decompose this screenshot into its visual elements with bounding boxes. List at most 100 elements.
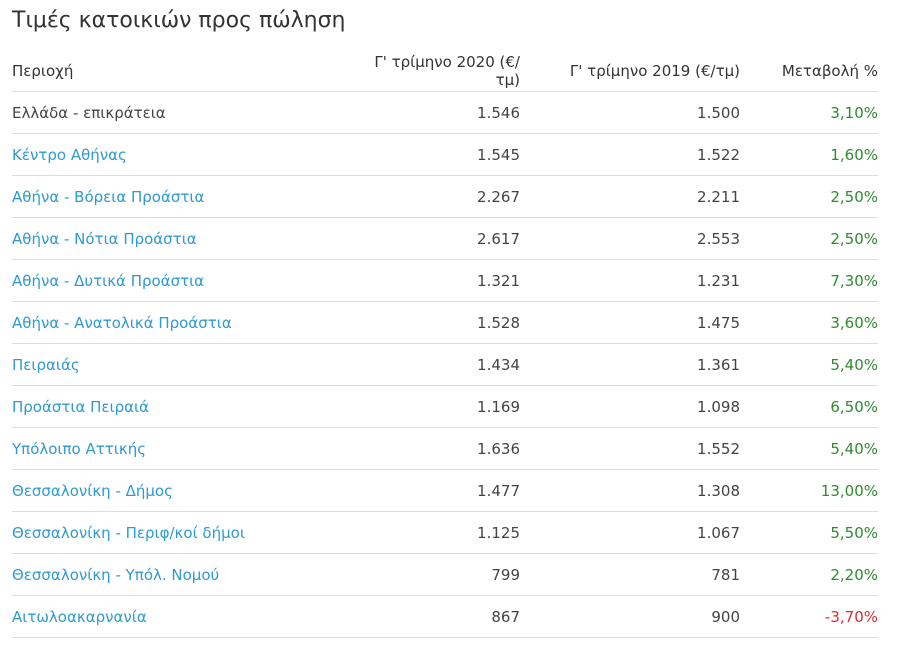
cell-text: 6,50% — [830, 397, 878, 416]
region-link[interactable]: Αθήνα - Ανατολικά Προάστια — [12, 313, 232, 332]
cell-text: 1.522 — [697, 145, 740, 164]
cell-text: 1.477 — [477, 481, 520, 500]
cell-text: 7,30% — [830, 271, 878, 290]
cell-text: 2.211 — [697, 187, 740, 206]
price-cell: 1.545 — [362, 133, 520, 176]
price-cell: 1.636 — [362, 427, 520, 470]
table-row: Υπόλοιπο Αττικής 1.636 1.552 5,40% — [12, 427, 878, 470]
price-cell: 799 — [362, 553, 520, 596]
column-header: Μεταβολή % — [740, 50, 878, 92]
price-cell: 1.434 — [362, 343, 520, 386]
cell-text: 799 — [491, 565, 520, 584]
change-cell: 2,50% — [740, 217, 878, 260]
region-link[interactable]: Θεσσαλονίκη - Περιφ/κοί δήμοι — [12, 523, 245, 542]
price-cell: 781 — [520, 553, 740, 596]
page-title: Τιμές κατοικιών προς πώληση — [12, 8, 346, 33]
price-cell: 1.477 — [362, 469, 520, 512]
price-cell: 1.125 — [362, 511, 520, 554]
price-cell: 2.553 — [520, 217, 740, 260]
price-cell: 1.321 — [362, 259, 520, 302]
region-link[interactable]: Αθήνα - Δυτικά Προάστια — [12, 271, 205, 290]
price-cell: 1.067 — [520, 511, 740, 554]
table-row: Θεσσαλονίκη - Δήμος 1.477 1.308 13,00% — [12, 469, 878, 512]
cell-text: 2,20% — [830, 565, 878, 584]
cell-text: 2,50% — [830, 229, 878, 248]
column-header: Περιοχή — [12, 50, 362, 92]
table-row: Ελλάδα - επικράτεια 1.546 1.500 3,10% — [12, 91, 878, 134]
region-link[interactable]: Αθήνα - Νότια Προάστια — [12, 229, 197, 248]
table-row: Κέντρο Αθήνας 1.545 1.522 1,60% — [12, 133, 878, 176]
region-link[interactable]: Προάστια Πειραιά — [12, 397, 149, 416]
price-table: Περιοχή Γ' τρίμηνο 2020 (€/τμ) Γ' τρίμηνο … — [12, 50, 878, 638]
cell-text: 867 — [491, 607, 520, 626]
price-cell: 1.308 — [520, 469, 740, 512]
region-link[interactable]: Υπόλοιπο Αττικής — [12, 439, 147, 458]
change-cell: 1,60% — [740, 133, 878, 176]
cell-text: 1.552 — [697, 439, 740, 458]
change-cell: 5,40% — [740, 343, 878, 386]
cell-text: 1.098 — [697, 397, 740, 416]
change-cell: 13,00% — [740, 469, 878, 512]
cell-text: 1.321 — [477, 271, 520, 290]
change-cell: -3,70% — [740, 595, 878, 638]
region-name: Θεσσαλονίκη - Υπόλ. Νομού — [12, 553, 362, 596]
cell-text: 1.361 — [697, 355, 740, 374]
table-body: Ελλάδα - επικράτεια 1.546 1.500 3,10% Κέντρο… — [12, 91, 878, 638]
price-cell: 1.169 — [362, 385, 520, 428]
change-cell: 3,60% — [740, 301, 878, 344]
region-name: Θεσσαλονίκη - Δήμος — [12, 469, 362, 512]
cell-text: 1.434 — [477, 355, 520, 374]
region-name: Ελλάδα - επικράτεια — [12, 91, 362, 134]
cell-text: 2.553 — [697, 229, 740, 248]
cell-text: 1.308 — [697, 481, 740, 500]
region-link[interactable]: Αθήνα - Βόρεια Προάστια — [12, 187, 205, 206]
region-name: Αθήνα - Δυτικά Προάστια — [12, 259, 362, 302]
cell-text: 781 — [711, 565, 740, 584]
table-row: Αιτωλοακαρνανία 867 900 -3,70% — [12, 595, 878, 638]
cell-text: 5,40% — [830, 439, 878, 458]
change-cell: 5,50% — [740, 511, 878, 554]
price-cell: 1.552 — [520, 427, 740, 470]
cell-text: 1,60% — [830, 145, 878, 164]
change-cell: 3,10% — [740, 91, 878, 134]
price-cell: 1.500 — [520, 91, 740, 134]
price-cell: 900 — [520, 595, 740, 638]
region-name: Αθήνα - Νότια Προάστια — [12, 217, 362, 260]
cell-text: 1.125 — [477, 523, 520, 542]
region-name: Κέντρο Αθήνας — [12, 133, 362, 176]
region-link[interactable]: Κέντρο Αθήνας — [12, 145, 127, 164]
cell-text: 1.546 — [477, 103, 520, 122]
region-link[interactable]: Πειραιάς — [12, 355, 80, 374]
table-row: Προάστια Πειραιά 1.169 1.098 6,50% — [12, 385, 878, 428]
region-name: Θεσσαλονίκη - Περιφ/κοί δήμοι — [12, 511, 362, 554]
cell-text: 1.475 — [697, 313, 740, 332]
cell-text: 1.636 — [477, 439, 520, 458]
header-row: Περιοχή Γ' τρίμηνο 2020 (€/τμ) Γ' τρίμηνο … — [12, 50, 878, 92]
table-row: Αθήνα - Νότια Προάστια 2.617 2.553 2,50% — [12, 217, 878, 260]
cell-text: 3,60% — [830, 313, 878, 332]
cell-text: 13,00% — [820, 481, 878, 500]
change-cell: 6,50% — [740, 385, 878, 428]
cell-text: 1.169 — [477, 397, 520, 416]
change-cell: 5,40% — [740, 427, 878, 470]
region-link[interactable]: Αιτωλοακαρνανία — [12, 607, 147, 626]
region-name: Αθήνα - Ανατολικά Προάστια — [12, 301, 362, 344]
price-cell: 1.098 — [520, 385, 740, 428]
region-link[interactable]: Θεσσαλονίκη - Δήμος — [12, 481, 173, 500]
region-name: Υπόλοιπο Αττικής — [12, 427, 362, 470]
cell-text: 2.617 — [477, 229, 520, 248]
price-cell: 1.361 — [520, 343, 740, 386]
table-row: Αθήνα - Βόρεια Προάστια 2.267 2.211 2,50% — [12, 175, 878, 218]
region-name: Προάστια Πειραιά — [12, 385, 362, 428]
region-link[interactable]: Θεσσαλονίκη - Υπόλ. Νομού — [12, 565, 220, 584]
cell-text: 1.500 — [697, 103, 740, 122]
cell-text: 2,50% — [830, 187, 878, 206]
column-header: Γ' τρίμηνο 2020 (€/τμ) — [362, 50, 520, 92]
region-text: Ελλάδα - επικράτεια — [12, 103, 166, 122]
price-cell: 1.522 — [520, 133, 740, 176]
price-cell: 1.528 — [362, 301, 520, 344]
table-row: Αθήνα - Ανατολικά Προάστια 1.528 1.475 3,60… — [12, 301, 878, 344]
price-cell: 1.546 — [362, 91, 520, 134]
cell-text: 2.267 — [477, 187, 520, 206]
